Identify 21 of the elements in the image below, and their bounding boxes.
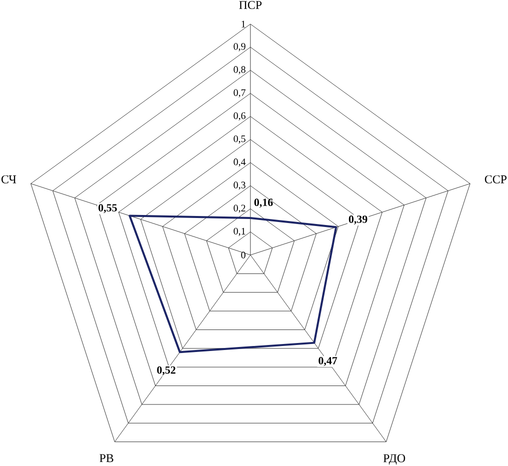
y-tick-label: 0,1 <box>234 228 246 236</box>
spoke-label: ССР <box>484 175 507 184</box>
y-tick-label: 0,6 <box>234 112 246 121</box>
y-tick-label: 0,4 <box>234 158 246 167</box>
data-label: 0,55 <box>98 204 117 214</box>
spoke-label: РДО <box>383 454 406 465</box>
y-tick-label: 1 <box>242 20 246 28</box>
data-label: 0,39 <box>348 216 368 225</box>
y-tick-label: 0,5 <box>234 136 246 144</box>
spoke-label: СЧ <box>1 175 16 184</box>
y-tick-label: 0,8 <box>234 66 246 74</box>
data-label: 0,47 <box>318 357 338 366</box>
y-tick-label: 0,9 <box>234 43 246 52</box>
spoke-label: ПСР <box>239 1 262 10</box>
y-tick-label: 0,2 <box>234 204 246 214</box>
y-tick-label: 0 <box>241 252 246 259</box>
spoke-label: РВ <box>100 454 114 462</box>
y-tick-label: 0,7 <box>234 89 246 98</box>
y-tick-label: 0,3 <box>234 182 246 190</box>
data-label: 0,52 <box>157 366 176 376</box>
data-label: 0,16 <box>254 198 273 208</box>
